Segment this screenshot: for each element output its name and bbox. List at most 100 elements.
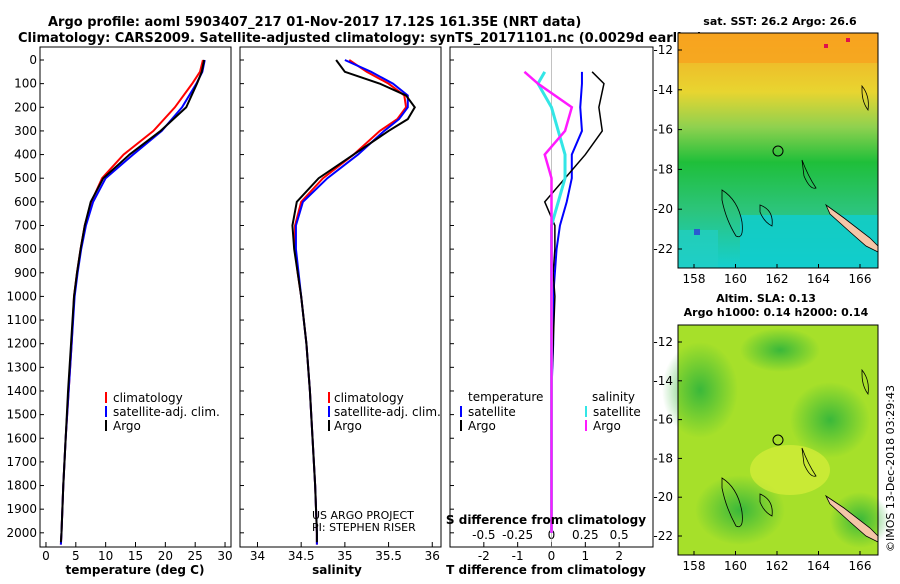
depth-tick-label: 700 <box>14 218 37 232</box>
sst-map-title: sat. SST: 26.2 Argo: 26.6 <box>703 15 857 28</box>
legend-marker-t-satellite <box>460 406 462 417</box>
depth-tick-label: 1200 <box>6 337 37 351</box>
legend-marker-satellite <box>328 406 330 417</box>
difference-series <box>523 47 605 547</box>
temperature-series <box>59 59 206 545</box>
lat-tick-label: -16 <box>653 413 673 427</box>
x-tick-label: 15 <box>128 549 143 563</box>
lat-tick-label: -14 <box>653 374 673 388</box>
legend-label-argo: Argo <box>113 419 141 433</box>
sla-anomaly <box>695 475 785 545</box>
difference-panel: -2 -1 0 1 2-0.5 -0.25 0 0.25 0.5 T difference fr… <box>446 46 654 577</box>
lon-tick-label: 160 <box>724 272 747 286</box>
depth-tick-label: 800 <box>14 242 37 256</box>
sla-reef-outline <box>801 447 817 477</box>
lon-tick-label: 158 <box>683 272 706 286</box>
depth-tick-label: 2000 <box>6 526 37 540</box>
sla-map-subtitle: Argo h1000: 0.14 h2000: 0.14 <box>684 306 869 319</box>
x-tick-label: 35.5 <box>375 549 402 563</box>
lat-tick-label: -22 <box>653 242 673 256</box>
legend-marker-t-argo <box>460 420 462 431</box>
x-tick-label: 34.5 <box>288 549 315 563</box>
difference-depth-ticks <box>450 59 454 534</box>
legend-label-t-satellite: satellite <box>468 405 516 419</box>
s-diff-tick-label: -0.25 <box>502 528 533 542</box>
lat-tick-label: -18 <box>653 451 673 465</box>
sla-low <box>750 445 830 495</box>
x-tick-label: 5 <box>72 549 80 563</box>
salinity-depth-ticks <box>240 59 244 534</box>
sst-missing-pixel <box>824 44 828 48</box>
sst-cyan-patch-left <box>678 230 718 268</box>
sst-reef-outline <box>759 204 773 227</box>
sla-map: Altim. SLA: 0.13 Argo h1000: 0.14 h2000:… <box>653 292 890 573</box>
project-credit: US ARGO PROJECT <box>312 509 414 522</box>
salinity-legend: climatology satellite-adj. clim. Argo <box>328 391 441 433</box>
sst-cyan-patch <box>740 215 878 268</box>
x-tick-label: 1 <box>582 549 590 563</box>
depth-tick-label: 1700 <box>6 455 37 469</box>
depth-tick-label: 500 <box>14 171 37 185</box>
legend-title-salinity: salinity <box>592 390 635 404</box>
lon-tick-label: 166 <box>849 272 872 286</box>
temperature-panel: 0100200300400500600700800900100011001200… <box>6 46 233 577</box>
sla-reef-outline <box>721 477 743 528</box>
x-tick-label: -2 <box>478 549 490 563</box>
sla-anomaly <box>790 382 870 458</box>
legend-label-s-satellite: satellite <box>593 405 641 419</box>
depth-tick-label: 300 <box>14 124 37 138</box>
depth-tick-label: 100 <box>14 77 37 91</box>
lon-tick-label: 162 <box>766 272 789 286</box>
salinity-x-axis: 34 34.5 35 35.5 36 <box>250 542 440 563</box>
sla-lat-axis: -12 -14 -16 -18 -20 -22 <box>653 335 682 543</box>
series-line-salinity-argo <box>523 70 574 533</box>
series-line-argo <box>59 59 206 543</box>
lat-tick-label: -20 <box>653 202 673 216</box>
depth-tick-label: 1400 <box>6 384 37 398</box>
t-difference-axis-label: T difference from climatology <box>446 563 646 577</box>
depth-tick-label: 1300 <box>6 360 37 374</box>
salinity-plot-frame <box>239 46 442 548</box>
sst-argo-location <box>772 145 784 157</box>
depth-tick-label: 1000 <box>6 289 37 303</box>
salinity-panel: 34 34.5 35 35.5 36 salinity climatology sate… <box>239 46 442 577</box>
lon-tick-label: 158 <box>683 559 706 573</box>
depth-tick-label: 0 <box>29 53 37 67</box>
sla-anomaly <box>740 328 820 372</box>
x-tick-label: -1 <box>512 549 524 563</box>
s-difference-axis-label: S difference from climatology <box>446 513 646 527</box>
sst-warm-band <box>678 33 878 63</box>
lat-tick-label: -16 <box>653 123 673 137</box>
legend-label-climatology: climatology <box>334 391 404 405</box>
temperature-axis-label: temperature (deg C) <box>66 563 205 577</box>
legend-label-satellite: satellite-adj. clim. <box>334 405 441 419</box>
legend-label-climatology: climatology <box>113 391 183 405</box>
legend-marker-climatology <box>328 392 330 403</box>
lat-tick-label: -12 <box>653 43 673 57</box>
sla-anomaly <box>662 342 738 438</box>
lat-tick-label: -22 <box>653 529 673 543</box>
series-line-argo <box>291 59 416 543</box>
sla-reef-outline <box>759 493 773 517</box>
depth-tick-label: 1600 <box>6 431 37 445</box>
legend-label-argo: Argo <box>334 419 362 433</box>
s-diff-tick-label: 0.25 <box>572 528 599 542</box>
lat-tick-label: -20 <box>653 490 673 504</box>
temperature-plot-frame <box>39 46 232 548</box>
sla-reef-outline <box>861 368 869 396</box>
depth-tick-label: 400 <box>14 148 37 162</box>
difference-legend: temperature satellite Argo salinity sate… <box>460 390 641 433</box>
temperature-x-axis: 0 5 10 15 20 25 30 <box>42 542 233 563</box>
legend-label-satellite: satellite-adj. clim. <box>113 405 220 419</box>
x-tick-label: 35 <box>337 549 352 563</box>
salinity-axis-label: salinity <box>312 563 362 577</box>
sla-map-frame <box>677 324 879 556</box>
legend-marker-satellite <box>105 406 107 417</box>
x-tick-label: 10 <box>98 549 113 563</box>
lon-tick-label: 164 <box>807 272 830 286</box>
x-tick-label: 0 <box>548 549 556 563</box>
sla-map-title: Altim. SLA: 0.13 <box>716 292 816 305</box>
lon-tick-label: 166 <box>849 559 872 573</box>
x-tick-label: 30 <box>217 549 232 563</box>
